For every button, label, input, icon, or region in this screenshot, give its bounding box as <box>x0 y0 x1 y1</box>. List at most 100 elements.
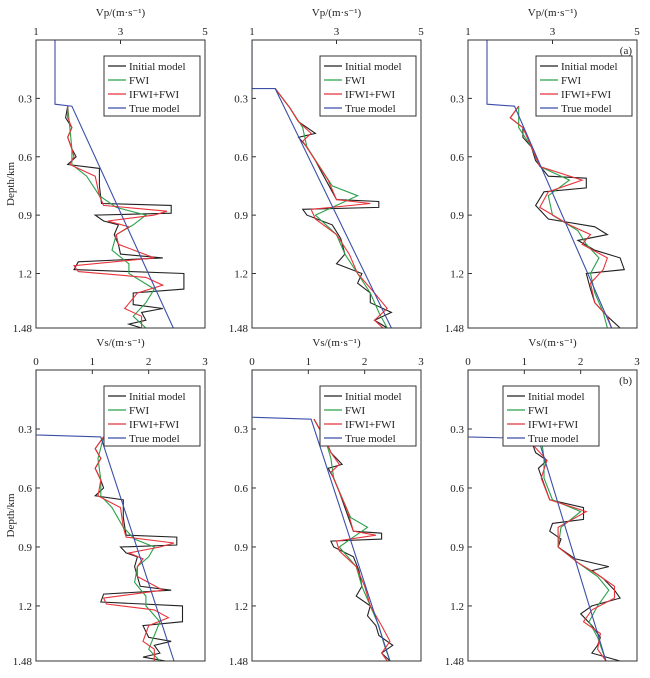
y-tick-label: 0.6 <box>450 483 464 495</box>
y-tick-label: 0.9 <box>234 542 248 554</box>
plot-frame <box>467 369 638 662</box>
series-line-ifwi-fwi <box>509 105 613 328</box>
y-tick-label: 0.3 <box>18 424 32 436</box>
series-line-true-model <box>54 40 174 328</box>
legend-label: Initial model <box>129 61 186 73</box>
y-tick-label: 0.6 <box>18 483 32 495</box>
panel-2: Vp/(m·s⁻¹) 1 3 5 0.3 0.6 0.9 1.2 1.48 Initial mod… <box>229 7 425 335</box>
y-tick-label: 1.2 <box>234 269 248 281</box>
y-tick-label: 0.9 <box>450 542 464 554</box>
legend: Initial model FWI IFWI+FWI True model <box>502 385 600 447</box>
x-tick-label: 5 <box>202 26 208 38</box>
x-tick-label: 3 <box>334 26 340 38</box>
x-tick-label: 5 <box>418 26 424 38</box>
y-axis-label: Depth/km <box>5 493 17 537</box>
y-tick-label: 0.9 <box>18 542 32 554</box>
panel-tag: (a) <box>620 45 633 57</box>
series-line-true-model <box>252 370 391 661</box>
y-tick-label: 0.6 <box>234 152 248 164</box>
y-axis-label: Depth/km <box>5 162 17 206</box>
plot-frame <box>35 369 206 662</box>
legend-label: True model <box>345 433 396 445</box>
y-tick-label: 0.6 <box>450 152 464 164</box>
y-tick-label: 1.2 <box>18 269 32 281</box>
panel-5: Vs/(m·s⁻¹) 0 1 2 3 0.3 0.6 0.9 1.2 1.48 Initial mo… <box>229 337 425 668</box>
axis-title: Vs/(m·s⁻¹) <box>312 337 361 349</box>
legend-label: IFWI+FWI <box>129 89 180 101</box>
legend-label: True model <box>561 103 612 115</box>
legend-label: FWI <box>345 75 366 87</box>
legend-label: FWI <box>561 75 582 87</box>
panel-tag: (b) <box>619 375 632 387</box>
y-tick-label: 1.2 <box>450 601 464 613</box>
y-tick-label: 0.3 <box>18 93 32 105</box>
legend-label: Initial model <box>345 61 402 73</box>
x-tick-label: 2 <box>578 356 584 368</box>
series-line-fwi <box>540 436 610 661</box>
axis-title: Vp/(m·s⁻¹) <box>528 7 578 19</box>
legend-label: IFWI+FWI <box>129 419 180 431</box>
axis-title: Vp/(m·s⁻¹) <box>96 7 146 19</box>
series-line-ifwi-fwi <box>313 418 391 661</box>
y-tick-label: 0.3 <box>234 93 248 105</box>
legend-label: IFWI+FWI <box>528 419 579 431</box>
legend-label: IFWI+FWI <box>561 89 612 101</box>
legend-label: True model <box>345 103 396 115</box>
axis-title: Vp/(m·s⁻¹) <box>312 7 362 19</box>
series-line-fwi <box>274 88 388 328</box>
series-line-ifwi-fwi <box>94 436 175 661</box>
x-tick-label: 1 <box>249 26 255 38</box>
series-line-ifwi-fwi <box>67 106 168 328</box>
x-tick-label: 3 <box>118 26 124 38</box>
panel-6: Vs/(m·s⁻¹) 0 1 2 3 0.3 0.6 0.9 1.2 1.48 Initial mo… <box>445 337 641 668</box>
series-line-initial-model <box>65 106 185 328</box>
series-line-fwi <box>97 436 161 661</box>
legend-label: IFWI+FWI <box>345 419 396 431</box>
x-tick-label: 1 <box>522 356 528 368</box>
y-tick-label: 1.48 <box>229 323 249 335</box>
x-tick-label: 0 <box>465 356 471 368</box>
x-tick-label: 2 <box>146 356 152 368</box>
series-line-true-model <box>36 370 175 661</box>
series-line-true-model <box>486 40 613 328</box>
legend: Initial model FWI IFWI+FWI True model <box>319 385 417 447</box>
panel-1: Vp/(m·s⁻¹) 1 3 5 0.3 0.6 0.9 1.2 1.48 Depth/km Ini… <box>5 7 208 335</box>
x-tick-label: 1 <box>306 356 312 368</box>
x-tick-label: 0 <box>249 356 255 368</box>
y-tick-label: 1.48 <box>445 656 465 668</box>
y-tick-label: 0.3 <box>234 424 248 436</box>
legend: Initial model FWI IFWI+FWI True model <box>103 385 201 447</box>
legend-label: Initial model <box>528 391 585 403</box>
y-tick-label: 0.3 <box>450 93 464 105</box>
y-tick-label: 0.3 <box>450 424 464 436</box>
y-tick-label: 0.6 <box>18 152 32 164</box>
x-tick-label: 5 <box>634 26 640 38</box>
y-tick-label: 1.2 <box>450 269 464 281</box>
axis-title: Vs/(m·s⁻¹) <box>528 337 577 349</box>
legend-label: FWI <box>528 405 549 417</box>
legend-label: Initial model <box>129 391 186 403</box>
x-tick-label: 0 <box>33 356 39 368</box>
y-tick-label: 0.9 <box>450 210 464 222</box>
legend-label: True model <box>528 433 579 445</box>
legend-label: True model <box>129 103 180 115</box>
x-tick-label: 1 <box>90 356 96 368</box>
panel-3: Vp/(m·s⁻¹) 1 3 5 0.3 0.6 0.9 1.2 1.48 Initial mod… <box>445 7 641 335</box>
y-tick-label: 1.2 <box>18 601 32 613</box>
series-line-ifwi-fwi <box>532 436 616 661</box>
y-tick-label: 1.2 <box>234 601 248 613</box>
series-line-true-model <box>252 40 392 328</box>
axis-title: Vs/(m·s⁻¹) <box>96 337 145 349</box>
plot-frame <box>467 39 638 329</box>
y-tick-label: 0.9 <box>18 210 32 222</box>
legend-label: Initial model <box>561 61 618 73</box>
plot-frame <box>35 39 206 329</box>
x-tick-label: 3 <box>634 356 640 368</box>
legend-label: IFWI+FWI <box>345 89 396 101</box>
legend: Initial model FWI IFWI+FWI True model <box>103 55 201 117</box>
legend-label: FWI <box>129 405 150 417</box>
series-line-fwi <box>67 106 156 328</box>
series-line-initial-model <box>313 418 394 661</box>
y-tick-label: 0.6 <box>234 483 248 495</box>
